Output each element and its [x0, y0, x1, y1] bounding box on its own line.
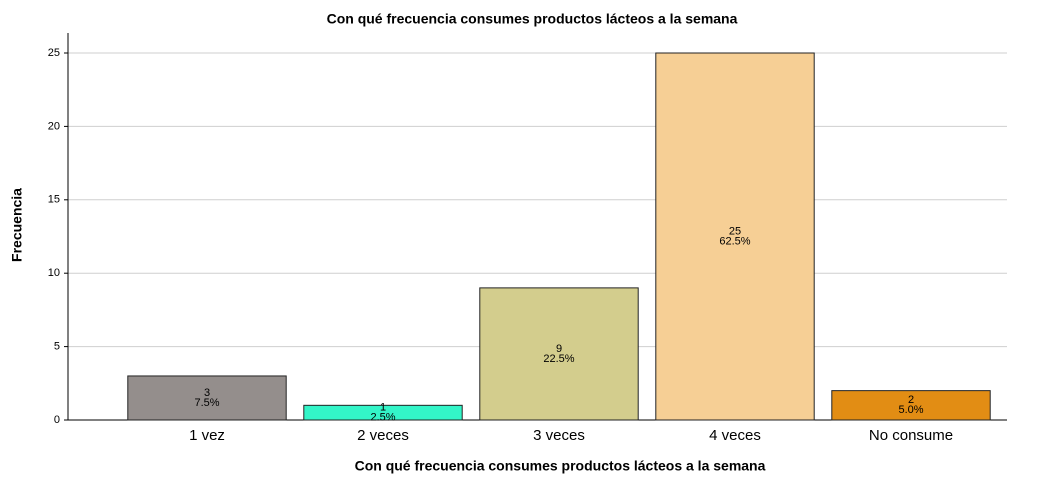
y-tick-label: 20 [48, 120, 60, 132]
value-label: 1 [380, 402, 386, 414]
bar [303, 404, 463, 421]
percent-label: 62.5% [719, 235, 750, 247]
value-label: 25 [729, 225, 741, 237]
bar [479, 287, 639, 421]
x-tick-label: 3 veces [533, 427, 585, 444]
y-tick-label: 5 [54, 341, 60, 353]
x-axis-label: Con qué frecuencia consumes productos lá… [355, 458, 766, 474]
x-tick-label: 2 veces [357, 427, 409, 444]
x-tick-label: 4 veces [709, 427, 761, 444]
y-tick-label: 0 [54, 414, 60, 426]
chart-title: Con qué frecuencia consumes productos lá… [327, 11, 738, 27]
percent-label: 2.5% [370, 412, 395, 424]
value-label: 9 [556, 343, 562, 355]
bar [127, 375, 287, 421]
value-label: 2 [908, 394, 914, 406]
percent-label: 5.0% [898, 404, 923, 416]
bar [655, 52, 815, 421]
x-tick-label: 1 vez [189, 427, 225, 444]
percent-label: 22.5% [543, 353, 574, 365]
y-tick-label: 25 [48, 47, 60, 59]
x-tick-label: No consume [869, 427, 953, 444]
percent-label: 7.5% [194, 397, 219, 409]
y-tick-label: 10 [48, 267, 60, 279]
y-tick-label: 15 [48, 194, 60, 206]
value-label: 3 [204, 387, 210, 399]
y-axis-label: Frecuencia [9, 188, 25, 262]
bar [831, 390, 991, 421]
